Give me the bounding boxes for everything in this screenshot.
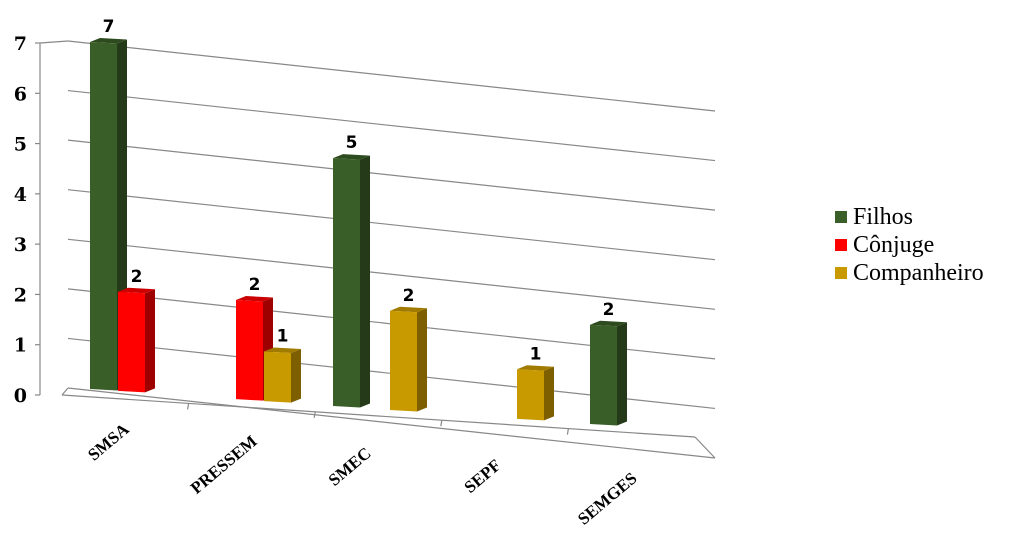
legend-item-filhos: Filhos: [835, 203, 984, 231]
x-category-label: PRESSEM: [187, 432, 261, 498]
bar-companheiro-smec: [390, 306, 427, 412]
gridline: [67, 238, 716, 310]
bar-front: [517, 369, 544, 421]
bar-side: [291, 349, 301, 403]
bar-top: [590, 320, 627, 327]
bar-front: [90, 41, 117, 391]
y-tick-label: 1: [14, 335, 27, 357]
x-tick: [566, 428, 569, 435]
legend-item-conjuge: Cônjuge: [835, 231, 984, 259]
legend-swatch-filhos: [835, 211, 847, 223]
gridline: [67, 89, 716, 162]
data-label: 1: [530, 344, 542, 364]
bar-filhos-semges: [590, 320, 627, 426]
x-category-label: SEPF: [461, 456, 505, 497]
x-category-label: SMEC: [325, 444, 375, 490]
floor-left-edge: [61, 387, 69, 396]
x-category-label: SMSA: [84, 419, 133, 464]
legend-item-companheiro: Companheiro: [835, 259, 984, 287]
x-axis-line: [61, 394, 696, 438]
bar-front: [590, 324, 617, 426]
bar-top: [517, 365, 554, 371]
y-tick-label: 2: [14, 284, 27, 306]
data-label: 7: [103, 17, 115, 37]
x-category-label: SEMGES: [574, 469, 640, 529]
gridline: [67, 189, 716, 261]
bar-front: [236, 300, 263, 401]
bar-top: [90, 37, 127, 44]
side-wall-top: [39, 40, 69, 44]
bar-filhos-smec: [333, 154, 370, 408]
axes: [35, 40, 716, 459]
floor-right-edge: [694, 436, 716, 459]
y-tick-label: 3: [14, 234, 27, 256]
legend-swatch-conjuge: [835, 239, 847, 251]
gridline: [67, 387, 716, 459]
bar-side: [544, 366, 554, 421]
data-label: 2: [403, 286, 415, 306]
data-label: 5: [346, 133, 358, 153]
bar-companheiro-sepf: [517, 365, 554, 421]
bar-top: [333, 154, 370, 160]
bar-companheiro-pressem: [264, 347, 301, 403]
x-tick: [313, 411, 316, 418]
bars: [90, 37, 627, 426]
legend-label-filhos: Filhos: [853, 203, 914, 230]
x-tick: [187, 403, 190, 410]
gridline: [67, 40, 716, 112]
y-tick-label: 4: [14, 184, 27, 206]
y-tick-label: 7: [14, 33, 27, 55]
bar-side: [417, 308, 427, 412]
x-tick: [440, 420, 443, 427]
data-label: 2: [249, 275, 261, 295]
bar-top: [264, 347, 301, 354]
bar-top: [390, 306, 427, 313]
legend-label-conjuge: Cônjuge: [853, 231, 935, 258]
bar-side: [617, 322, 627, 426]
bar-front: [390, 310, 417, 412]
y-tick-label: 0: [14, 385, 27, 407]
gridline: [67, 139, 716, 211]
data-label: 1: [277, 327, 289, 347]
legend-swatch-companheiro: [835, 267, 847, 279]
bar-cnjuge-smsa: [118, 287, 155, 393]
legend: Filhos Cônjuge Companheiro: [835, 203, 984, 287]
data-label: 2: [603, 300, 615, 320]
y-tick-label: 6: [14, 83, 27, 105]
legend-label-companheiro: Companheiro: [853, 259, 984, 286]
data-label: 2: [131, 267, 143, 287]
bar-top: [118, 287, 155, 294]
bar-side: [145, 289, 155, 393]
bar-front: [333, 158, 360, 408]
bar-front: [118, 291, 145, 393]
bar-front: [264, 351, 291, 403]
bar-side: [360, 155, 370, 408]
y-tick-label: 5: [14, 134, 27, 156]
bar-top: [236, 296, 273, 302]
